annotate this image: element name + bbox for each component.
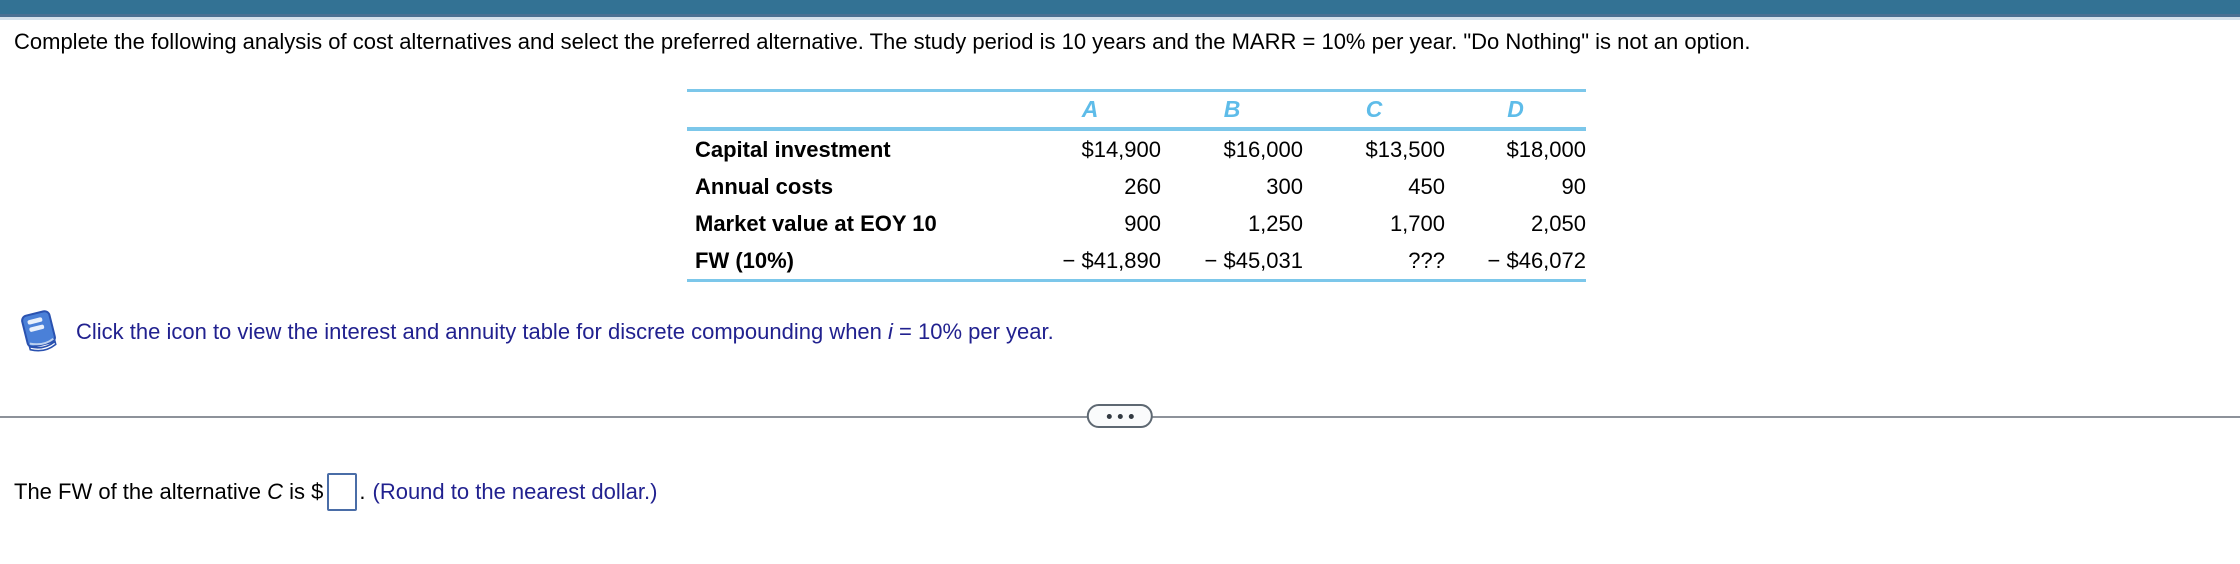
table-cell: 1,250: [1247, 210, 1303, 236]
alternative-var: C: [267, 479, 283, 504]
cost-alternatives-table: A B C D Capital investment $14,900 $16,0…: [687, 89, 1586, 282]
hint-text-after: = 10% per year.: [892, 319, 1054, 344]
interest-rate-var: i: [888, 319, 893, 344]
fw-answer-input[interactable]: [327, 473, 358, 511]
column-header-d: D: [1507, 96, 1524, 122]
top-accent-bar-highlight: [0, 17, 2240, 20]
table-cell: $14,900: [1081, 136, 1161, 162]
ellipsis-icon[interactable]: [1086, 404, 1153, 428]
table-cell: − $41,890: [1062, 247, 1161, 273]
table-cell: 90: [1561, 173, 1586, 199]
top-accent-bar-shadow: [0, 14, 2240, 17]
answer-prefix-currency: is $: [283, 479, 324, 504]
hint-text-before: Click the icon to view the interest and …: [76, 319, 889, 344]
hint-text: Click the icon to view the interest and …: [76, 319, 1054, 345]
table-cell: − $46,072: [1487, 247, 1586, 273]
column-header-a: A: [1081, 96, 1099, 122]
table-cell: 450: [1408, 173, 1445, 199]
table-row: FW (10%) − $41,890 − $45,031 ??? − $46,0…: [687, 242, 1586, 279]
answer-period: .: [359, 479, 366, 504]
top-accent-bar: [0, 0, 2240, 14]
round-note: (Round to the nearest dollar.): [372, 479, 658, 504]
ellipsis-dot: [1117, 413, 1123, 419]
table-row: Capital investment $14,900 $16,000 $13,5…: [687, 131, 1586, 168]
table-cell: 1,700: [1389, 210, 1445, 236]
table-row: Annual costs 260 300 450 90: [687, 168, 1586, 205]
table-cell: $18,000: [1506, 136, 1586, 162]
ellipsis-dot: [1106, 413, 1112, 419]
row-label: Annual costs: [695, 173, 834, 199]
table-row: Market value at EOY 10 900 1,250 1,700 2…: [687, 205, 1586, 242]
table-cell: 2,050: [1530, 210, 1586, 236]
row-label: Capital investment: [695, 136, 891, 162]
table-cell: 900: [1124, 210, 1161, 236]
table-cell: − $45,031: [1204, 247, 1303, 273]
table-header-row: A B C D: [687, 92, 1586, 131]
table-cell: $13,500: [1365, 136, 1445, 162]
row-label: Market value at EOY 10: [695, 210, 937, 236]
book-icon[interactable]: [16, 308, 62, 354]
column-header-c: C: [1365, 96, 1383, 122]
table-cell: 260: [1124, 173, 1161, 199]
ellipsis-dot: [1128, 413, 1134, 419]
answer-line: The FW of the alternative C is $. (Round …: [14, 470, 657, 514]
fw-c-unknown-cell: ???: [1408, 247, 1445, 273]
table-cell: 300: [1266, 173, 1303, 199]
problem-statement: Complete the following analysis of cost …: [14, 29, 1751, 54]
table-cell: $16,000: [1223, 136, 1303, 162]
row-label: FW (10%): [695, 247, 794, 273]
answer-prefix: The FW of the alternative: [14, 479, 268, 504]
column-header-b: B: [1223, 96, 1241, 122]
